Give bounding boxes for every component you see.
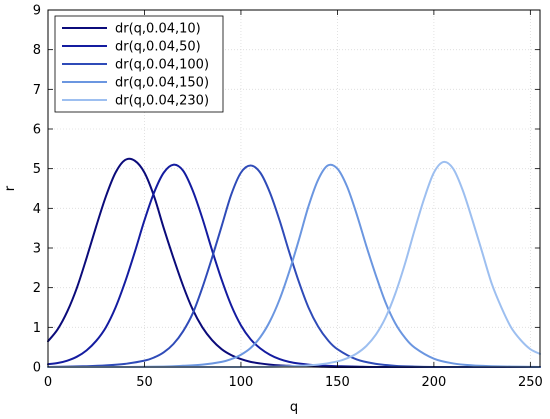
series-line-4 — [47, 163, 541, 368]
y-tick-label: 9 — [33, 4, 41, 19]
legend-entry: dr(q,0.04,10) — [115, 22, 201, 37]
x-tick-label: 200 — [421, 375, 446, 390]
x-tick-label: 150 — [325, 375, 350, 390]
x-tick-label: 0 — [44, 375, 52, 390]
y-axis-label: r — [3, 185, 18, 191]
y-tick-label: 5 — [33, 162, 41, 177]
legend-entry: dr(q,0.04,100) — [115, 58, 209, 73]
y-tick-label: 0 — [33, 361, 41, 376]
y-tick-label: 2 — [33, 281, 41, 296]
y-tick-label: 6 — [33, 123, 41, 138]
x-tick-label: 100 — [229, 375, 254, 390]
y-tick-label: 1 — [33, 321, 41, 336]
x-axis-label: q — [290, 400, 298, 415]
series-line-5 — [47, 160, 541, 369]
legend-entry: dr(q,0.04,150) — [115, 76, 209, 91]
y-tick-label: 7 — [33, 83, 41, 98]
legend: dr(q,0.04,10) dr(q,0.04,50) dr(q,0.04,100)… — [54, 15, 224, 113]
y-tick-label: 3 — [33, 242, 41, 257]
legend-entry: dr(q,0.04,50) — [115, 40, 201, 55]
y-tick-label: 4 — [33, 202, 41, 217]
y-tick-label: 8 — [33, 43, 41, 58]
y-axis: 0 1 2 3 4 5 6 7 8 9 — [33, 4, 540, 376]
legend-entry: dr(q,0.04,230) — [115, 94, 209, 109]
plot-frame — [47, 9, 541, 368]
x-tick-label: 50 — [136, 375, 153, 390]
x-axis: 0 50 100 150 200 250 — [44, 10, 543, 390]
x-tick-label: 250 — [518, 375, 543, 390]
